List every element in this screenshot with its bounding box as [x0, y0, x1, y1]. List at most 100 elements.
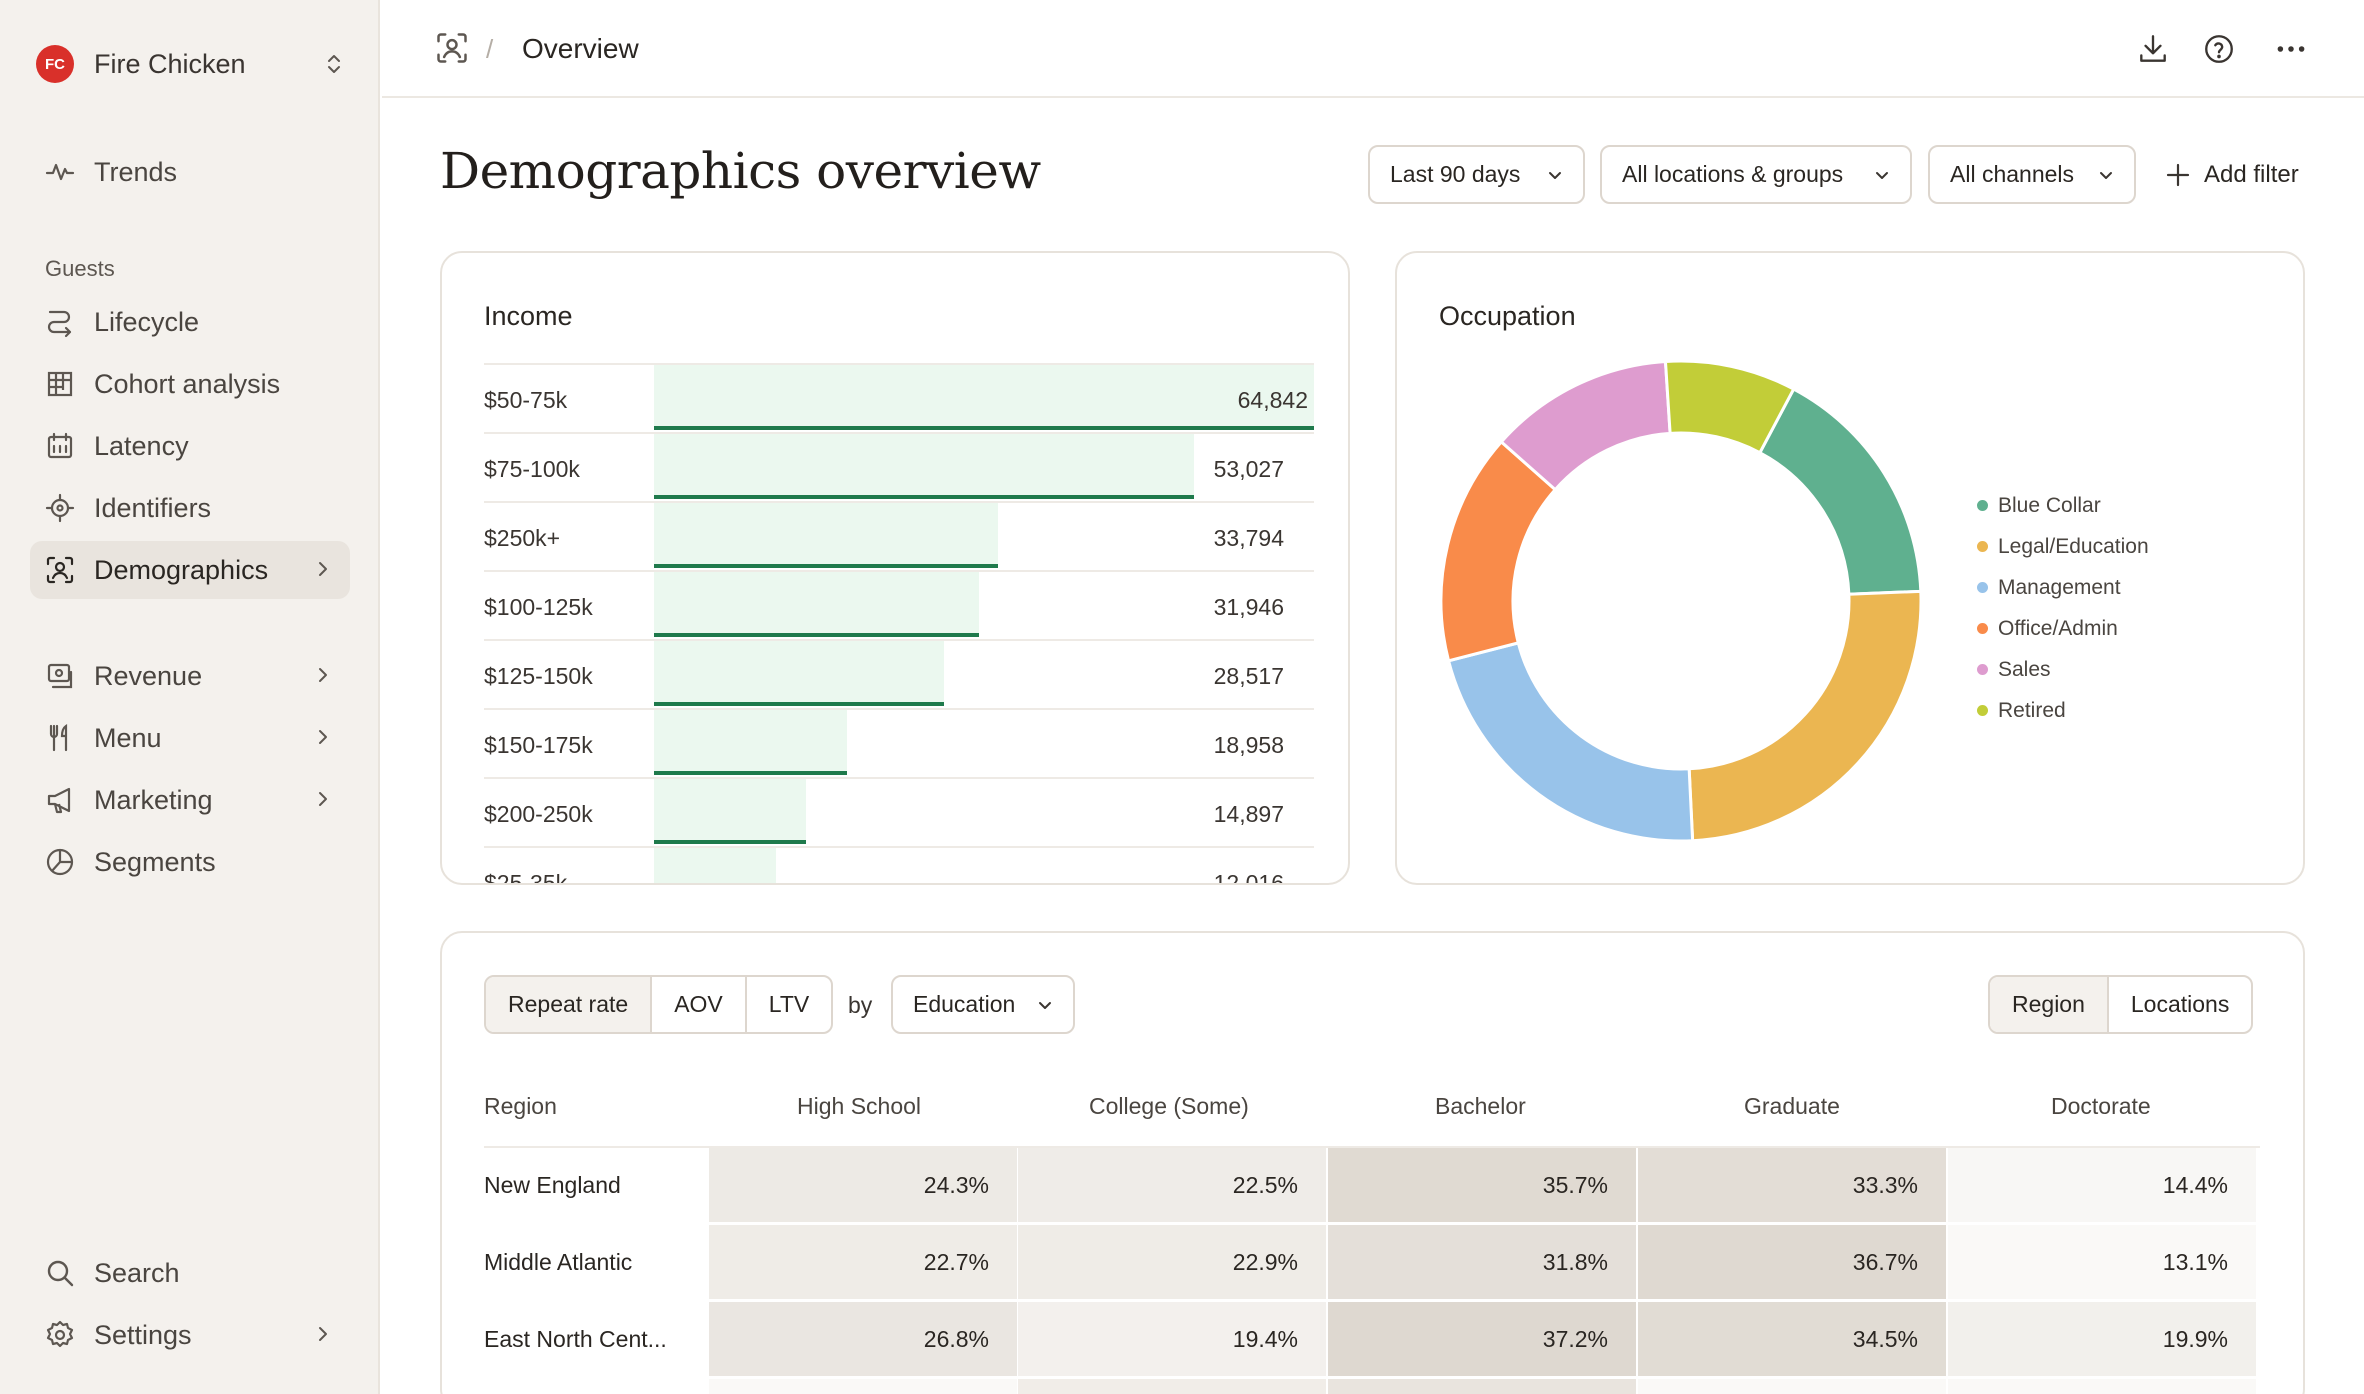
legend-item: Management [1977, 567, 2149, 608]
pulse-icon [42, 154, 78, 190]
locations-filter-label: All locations & groups [1622, 161, 1844, 187]
metric-repeat-rate-button[interactable]: Repeat rate [486, 977, 653, 1032]
sidebar-item-segments[interactable]: Segments [30, 833, 350, 891]
sidebar-item-label: Segments [94, 846, 216, 877]
table-cell [1328, 1379, 1636, 1394]
table-row-label: Middle Atlantic [484, 1249, 633, 1275]
sidebar-item-revenue[interactable]: Revenue [30, 647, 350, 705]
add-filter-button[interactable]: Add filter [2164, 145, 2299, 204]
sidebar-item-menu[interactable]: Menu [30, 709, 350, 767]
metric-ltv-button[interactable]: LTV [768, 991, 810, 1017]
sidebar-item-search[interactable]: Search [30, 1244, 350, 1302]
help-icon [2205, 35, 2233, 63]
sidebar-item-label: Settings [94, 1319, 192, 1350]
sidebar-item-demographics[interactable]: Demographics [30, 541, 350, 599]
income-bar-label: $150-175k [484, 732, 593, 758]
donut-slice-legal-education[interactable] [1687, 589, 1921, 841]
income-bar [654, 779, 806, 844]
table-header[interactable]: Graduate [1744, 1093, 1840, 1119]
income-bar [654, 710, 847, 775]
income-bar [654, 434, 1194, 499]
plus-icon [2166, 163, 2190, 186]
help-button[interactable] [2200, 30, 2238, 68]
sidebar-item-trends[interactable]: Trends [30, 143, 350, 201]
income-bar [654, 365, 1314, 430]
income-bar-label: $50-75k [484, 387, 568, 413]
table-cell: 13.1% [1948, 1225, 2256, 1299]
legend-swatch [1977, 623, 1988, 634]
view-region-button[interactable]: Region [1990, 977, 2109, 1032]
table-cell: 36.7% [1638, 1225, 1946, 1299]
income-bar-value: 14,897 [1213, 801, 1284, 827]
table-header[interactable]: Doctorate [2051, 1093, 2151, 1119]
income-bar [654, 641, 945, 706]
date-range-filter[interactable]: Last 90 days [1368, 145, 1585, 204]
legend-swatch [1977, 500, 1988, 511]
table-cell: 34.5% [1638, 1302, 1946, 1376]
more-horizontal-icon [2277, 46, 2305, 52]
target-icon [42, 490, 78, 526]
channels-filter[interactable]: All channels [1928, 145, 2136, 204]
legend-swatch [1977, 582, 1988, 593]
table-cell: 19.9% [1948, 1302, 2256, 1376]
face-scan-icon[interactable] [434, 30, 470, 66]
table-cell: 22.9% [1018, 1225, 1326, 1299]
breadcrumb-current: Overview [522, 33, 639, 64]
occupation-card: Occupation Blue Collar Legal/Education Man… [1395, 251, 2305, 885]
sidebar-item-label: Identifiers [94, 492, 212, 523]
sidebar-item-marketing[interactable]: Marketing [30, 771, 350, 829]
donut-slice-blue-collar[interactable] [1757, 387, 1921, 596]
chevron-down-icon [2100, 172, 2112, 179]
dimension-select[interactable]: Education [891, 975, 1075, 1034]
legend-swatch [1977, 705, 1988, 716]
donut-slice-retired[interactable] [1663, 361, 1796, 455]
chevron-right-icon [319, 1327, 327, 1341]
table-divider [484, 1146, 2260, 1148]
sidebar-item-label: Search [94, 1257, 180, 1288]
income-bar-row: $150-175k 18,958 [484, 708, 1314, 777]
table-cell [1018, 1379, 1326, 1394]
table-header[interactable]: College (Some) [1089, 1093, 1249, 1119]
gear-icon [42, 1317, 78, 1353]
sidebar-item-lifecycle[interactable]: Lifecycle [30, 293, 350, 351]
chevron-down-icon [1876, 172, 1888, 179]
table-cell [709, 1379, 1017, 1394]
section-label-guests: Guests [45, 256, 115, 281]
table-cell: 31.8% [1328, 1225, 1636, 1299]
sidebar-item-label: Lifecycle [94, 306, 200, 337]
donut-slice-management[interactable] [1446, 641, 1695, 841]
income-bar-value: 18,958 [1213, 732, 1284, 758]
download-button[interactable] [2134, 30, 2172, 68]
income-bar-row: $100-125k 31,946 [484, 570, 1314, 639]
sidebar-item-latency[interactable]: Latency [30, 417, 350, 475]
sidebar-item-settings[interactable]: Settings [30, 1306, 350, 1364]
more-button[interactable] [2272, 30, 2310, 68]
view-locations-button[interactable]: Locations [2130, 991, 2230, 1017]
income-bar-value: 31,946 [1213, 594, 1284, 620]
table-header[interactable]: Bachelor [1435, 1093, 1526, 1119]
locations-filter[interactable]: All locations & groups [1600, 145, 1912, 204]
legend-swatch [1977, 541, 1988, 552]
table-cell [1638, 1379, 1946, 1394]
date-range-filter-label: Last 90 days [1390, 161, 1521, 187]
table-header[interactable]: High School [797, 1093, 922, 1119]
table-cell: 14.4% [1948, 1148, 2256, 1222]
legend-swatch [1977, 664, 1988, 675]
workspace-switcher[interactable]: FC Fire Chicken [36, 44, 346, 84]
table-header[interactable]: Region [484, 1093, 557, 1119]
sidebar-item-identifiers[interactable]: Identifiers [30, 479, 350, 537]
grid-icon [42, 366, 78, 402]
legend-item: Office/Admin [1977, 608, 2149, 649]
sidebar-item-cohort-analysis[interactable]: Cohort analysis [30, 355, 350, 413]
table-row-label: New England [484, 1172, 621, 1198]
occupation-title: Occupation [1439, 301, 1576, 331]
metric-aov-button[interactable]: AOV [652, 977, 747, 1032]
legend-item: Legal/Education [1977, 526, 2149, 567]
table-divider [484, 1300, 2260, 1302]
legend-label: Legal/Education [1998, 534, 2149, 558]
channels-filter-label: All channels [1950, 161, 2075, 187]
income-bar-label: $25-35k [484, 870, 568, 883]
brand-logo: FC [36, 45, 74, 83]
income-bar-row: $75-100k 53,027 [484, 432, 1314, 501]
sidebar: FC Fire Chicken Trends Guests Lifecycle … [0, 0, 380, 1394]
